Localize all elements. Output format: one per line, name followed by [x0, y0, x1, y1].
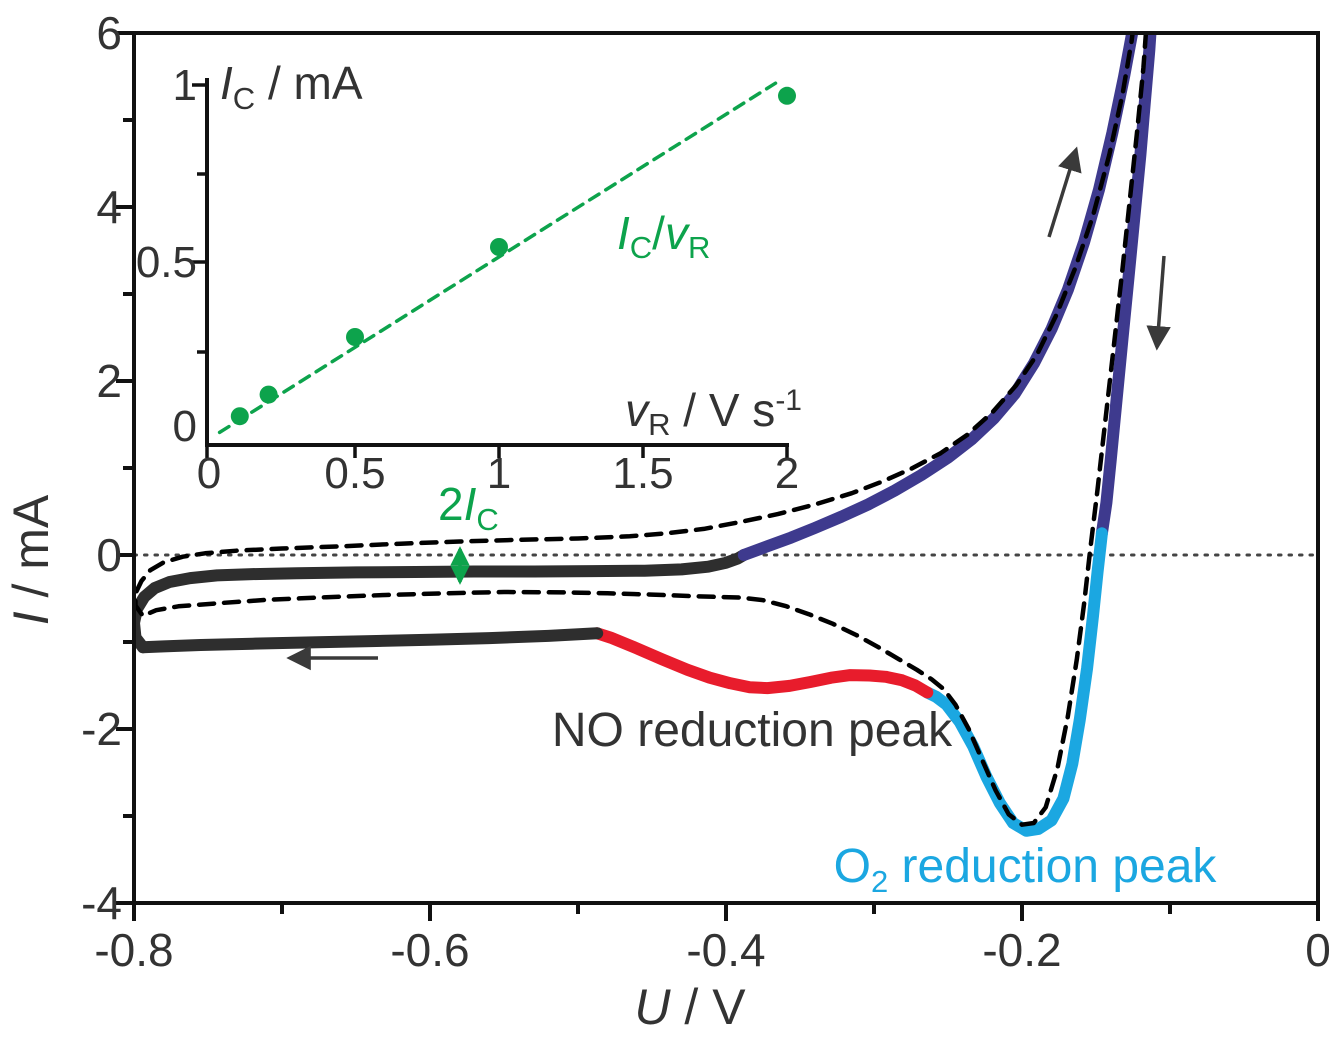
main-x-axis-title: U / V	[634, 979, 746, 1035]
inset-x-axis-title: vR / V s-1	[625, 384, 802, 442]
main-y-axis-title: I / mA	[3, 494, 59, 625]
inset-data-point	[778, 86, 796, 105]
inset-x-tick-1: 1	[487, 449, 511, 498]
main-y-axis-ticks	[116, 31, 134, 905]
cv-segment-no-reduction-red	[591, 627, 934, 699]
down-scan-arrow	[1146, 255, 1171, 351]
cv-segment-o2-reduction-cyan	[921, 527, 1108, 837]
y-tick-m4: -4	[81, 877, 122, 929]
o2-reduction-peak-label: O2 reduction peak	[834, 840, 1218, 899]
cv-segment-lower-plateau-black	[136, 627, 604, 654]
capacitive-gap-label: 2IC	[438, 478, 499, 537]
inset-fit-line	[217, 81, 778, 435]
background-cv-dashed-curve	[134, 33, 1149, 827]
y-tick-0: 0	[96, 529, 122, 581]
inset-data-point	[490, 238, 508, 256]
y-tick-4: 4	[96, 181, 122, 233]
inset-fit-label: IC/vR	[617, 207, 710, 265]
inset-data-point	[346, 328, 364, 346]
main-y-axis-labels: 6 4 2 0 -2 -4	[81, 7, 122, 929]
inset-x-tick-labels: 0 0.5 1 1.5 2	[197, 449, 799, 498]
inset-y-tick-1: 1	[173, 61, 197, 110]
inset-y-tick-0: 0	[173, 402, 197, 451]
inset-y-tick-05: 0.5	[136, 238, 197, 287]
inset-y-tick-labels: 1 0.5 0	[136, 61, 197, 451]
x-tick-m02: -0.2	[982, 924, 1061, 976]
inset-data-point	[230, 407, 249, 426]
inset-y-axis-title: IC / mA	[220, 57, 363, 116]
inset-x-tick-05: 0.5	[324, 449, 385, 498]
inset-y-ticks	[192, 83, 207, 354]
y-tick-6: 6	[96, 7, 122, 59]
cv-segment-upper-plateau-black	[134, 549, 750, 654]
inset-plot: 1 0.5 0 0 0.5 1 1.5 2 IC / mA vR / V s-1…	[136, 57, 802, 498]
main-x-axis-labels: -0.8 -0.6 -0.4 -0.2 0	[94, 924, 1330, 976]
inset-x-tick-0: 0	[197, 449, 221, 498]
x-tick-m04: -0.4	[686, 924, 765, 976]
scan-direction-arrows	[286, 146, 1171, 671]
inset-data-point	[259, 385, 278, 404]
cv-segment-downsweep-navy	[1095, 33, 1157, 540]
inset-x-tick-15: 1.5	[612, 449, 673, 498]
x-tick-m08: -0.8	[94, 924, 173, 976]
inset-x-tick-2: 2	[775, 449, 799, 498]
no-reduction-peak-label: NO reduction peak	[552, 704, 953, 757]
y-tick-m2: -2	[81, 703, 122, 755]
y-tick-2: 2	[96, 355, 122, 407]
x-tick-m06: -0.6	[390, 924, 469, 976]
x-tick-0: 0	[1305, 924, 1331, 976]
main-x-axis-ticks	[132, 903, 1320, 921]
inset-x-ticks	[205, 445, 789, 458]
up-scan-arrow	[1047, 146, 1082, 238]
